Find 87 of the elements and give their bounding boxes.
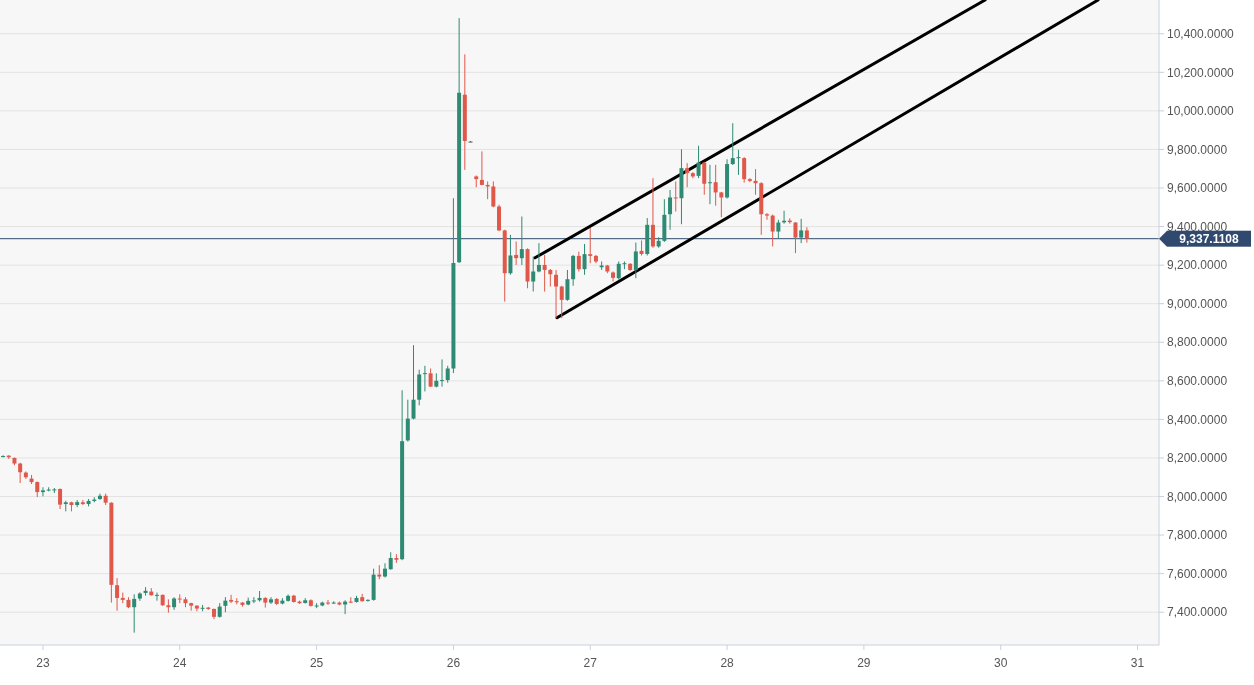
y-tick-label: 8,400.0000 xyxy=(1167,412,1228,427)
candlestick xyxy=(559,285,564,319)
candlestick xyxy=(536,242,541,273)
candlestick xyxy=(1,454,6,458)
y-tick-label: 7,600.0000 xyxy=(1167,566,1228,581)
y-tick-label: 7,400.0000 xyxy=(1167,605,1228,620)
candlestick xyxy=(804,226,809,244)
candlestick xyxy=(588,227,593,264)
ref-line-label: 9,337.1108 xyxy=(1179,231,1240,246)
y-tick-label: 8,200.0000 xyxy=(1167,451,1228,466)
candlestick xyxy=(18,462,23,484)
y-tick-label: 8,600.0000 xyxy=(1167,374,1228,389)
candlestick xyxy=(633,242,638,279)
candlestick xyxy=(668,189,673,231)
y-tick-label: 9,600.0000 xyxy=(1167,181,1228,196)
y-tick-label: 10,000.0000 xyxy=(1167,104,1235,119)
candlestick xyxy=(793,221,798,254)
candlestick xyxy=(326,599,330,606)
candlestick xyxy=(747,177,752,183)
x-tick-label: 27 xyxy=(583,656,598,670)
candlestick xyxy=(343,599,348,615)
candlestick xyxy=(154,592,159,602)
y-tick-label: 9,800.0000 xyxy=(1167,142,1228,157)
candlestick xyxy=(554,269,559,319)
candlestick xyxy=(166,598,171,614)
candlestick xyxy=(80,499,85,506)
x-tick-label: 31 xyxy=(1130,656,1145,670)
candlestick xyxy=(251,596,256,604)
y-tick-label: 7,800.0000 xyxy=(1167,528,1228,543)
candlestick xyxy=(422,365,427,392)
y-tick-label: 9,400.0000 xyxy=(1167,219,1228,234)
candlestick xyxy=(497,204,502,232)
candlestick xyxy=(576,251,581,272)
candlestick xyxy=(770,214,775,247)
candlestick xyxy=(673,180,678,213)
x-tick-label: 28 xyxy=(720,656,735,670)
candlestick xyxy=(440,358,445,388)
candlestick xyxy=(650,177,655,249)
candlestick xyxy=(616,260,621,281)
candlestick xyxy=(690,171,695,179)
y-tick-label: 8,800.0000 xyxy=(1167,335,1228,350)
candlestick xyxy=(229,594,234,604)
candlestick xyxy=(519,216,524,266)
candlestick xyxy=(97,493,102,501)
x-tick-label: 24 xyxy=(173,656,187,670)
candlestick xyxy=(611,271,616,283)
x-tick-label: 29 xyxy=(857,656,871,670)
candlestick xyxy=(40,486,45,497)
candlestick xyxy=(194,604,199,612)
candlestick xyxy=(491,180,496,208)
candlestick xyxy=(582,243,587,276)
y-tick-label: 9,000.0000 xyxy=(1167,296,1228,311)
candlestick xyxy=(365,598,370,603)
y-tick-label: 9,200.0000 xyxy=(1167,258,1228,273)
candlestick xyxy=(411,344,416,420)
candlestick xyxy=(707,164,712,205)
candlestick xyxy=(685,162,690,188)
candlestick xyxy=(479,150,484,186)
candlestick xyxy=(702,161,707,196)
candlestick xyxy=(405,399,410,443)
candlestick xyxy=(565,269,570,302)
candlestick xyxy=(115,577,120,612)
candlestick xyxy=(58,487,63,510)
candlestick xyxy=(776,219,781,239)
candlestick xyxy=(713,164,718,207)
candlestick xyxy=(571,254,576,287)
candlestick xyxy=(764,212,769,221)
candlestick xyxy=(383,562,388,579)
candlestick xyxy=(137,591,142,602)
candlestick xyxy=(514,240,519,266)
y-tick-label: 10,400.0000 xyxy=(1167,26,1235,41)
candlestick xyxy=(696,145,701,179)
candlestick xyxy=(730,122,735,166)
x-tick-label: 26 xyxy=(446,656,461,670)
candlestick xyxy=(742,156,747,184)
y-tick-label: 8,000.0000 xyxy=(1167,489,1228,504)
x-tick-label: 23 xyxy=(36,656,50,670)
x-tick-label: 25 xyxy=(309,656,324,670)
y-tick-label: 10,200.0000 xyxy=(1167,65,1235,80)
candlestick xyxy=(531,255,536,293)
x-tick-label: 30 xyxy=(994,656,1008,670)
candlestick xyxy=(719,191,724,218)
candlestick xyxy=(542,254,547,293)
candlestick xyxy=(132,593,137,634)
candlestick xyxy=(799,218,804,244)
candlestick xyxy=(508,234,513,276)
candlestick xyxy=(736,149,741,176)
